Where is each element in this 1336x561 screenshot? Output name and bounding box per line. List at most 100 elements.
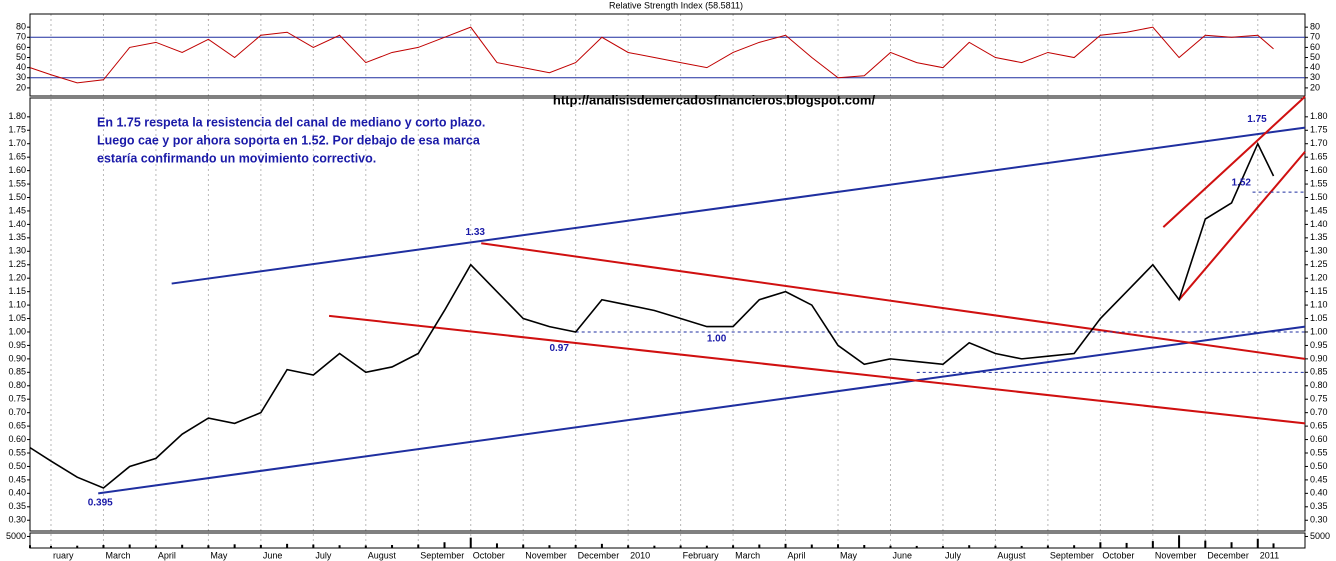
y-tick-label: 0.45 — [1310, 474, 1328, 484]
y-tick-label: 0.40 — [1310, 488, 1328, 498]
annotation: 1.75 — [1247, 114, 1267, 125]
trend-line — [1178, 151, 1306, 301]
y-tick-label: 40 — [1310, 62, 1320, 72]
x-tick-label: November — [1155, 550, 1197, 560]
volume-bar — [1073, 545, 1076, 548]
y-tick-label: 1.15 — [8, 286, 26, 296]
volume-bar — [679, 545, 682, 548]
y-tick-label: 1.20 — [1310, 273, 1328, 283]
x-tick-label: December — [1207, 550, 1249, 560]
y-tick-label: 20 — [16, 82, 26, 92]
y-tick-label: 0.70 — [8, 407, 26, 417]
y-tick-label: 1.15 — [1310, 286, 1328, 296]
annotation: 1.00 — [707, 333, 727, 344]
volume-bar — [154, 545, 157, 548]
x-tick-label: April — [158, 550, 176, 560]
y-tick-label: 0.40 — [8, 488, 26, 498]
volume-bar — [1272, 543, 1275, 548]
x-tick-label: August — [997, 550, 1026, 560]
y-tick-label: 1.75 — [8, 125, 26, 135]
volume-bar — [627, 545, 630, 548]
x-tick-label: August — [368, 550, 397, 560]
x-tick-label: June — [892, 550, 912, 560]
volume-bar — [863, 545, 866, 548]
y-tick-label: 1.60 — [1310, 165, 1328, 175]
trend-line — [328, 314, 1306, 425]
y-tick-label: 1.80 — [1310, 111, 1328, 121]
volume-bar — [1020, 545, 1023, 548]
volume-bar — [207, 545, 210, 548]
y-tick-label: 1.60 — [8, 165, 26, 175]
y-tick-label: 1.50 — [1310, 192, 1328, 202]
volume-bar — [941, 546, 944, 548]
y-tick-label: 30 — [1310, 72, 1320, 82]
series-line — [29, 141, 1275, 489]
x-tick-label: June — [263, 550, 283, 560]
volume-bar — [600, 543, 603, 548]
y-tick-label: 0.85 — [8, 367, 26, 377]
y-tick-label: 70 — [1310, 32, 1320, 42]
x-tick-label: November — [525, 550, 567, 560]
y-tick-label: 0.55 — [8, 447, 26, 457]
y-tick-label: 0.50 — [8, 461, 26, 471]
trend-line — [481, 242, 1306, 360]
rsi-title: Relative Strength Index (58.5811) — [609, 0, 743, 10]
volume-bar — [233, 544, 236, 548]
y-tick-label: 1.45 — [8, 205, 26, 215]
x-tick-label: March — [735, 550, 760, 560]
y-tick-label: 1.50 — [8, 192, 26, 202]
y-tick-label: 20 — [1310, 82, 1320, 92]
y-tick-label: 1.05 — [1310, 313, 1328, 323]
volume-bar — [76, 545, 79, 548]
volume-bar — [49, 545, 52, 548]
y-tick-label: 50 — [16, 52, 26, 62]
y-tick-label: 0.65 — [8, 420, 26, 430]
x-tick-label: October — [473, 550, 505, 560]
note-line: estaría confirmando un movimiento correc… — [97, 151, 376, 165]
x-tick-label: July — [315, 550, 332, 560]
y-tick-label: 0.35 — [1310, 501, 1328, 511]
volume-bar — [574, 545, 577, 548]
volume-bar — [758, 544, 761, 548]
y-tick-label: 30 — [16, 72, 26, 82]
y-tick-label: 1.20 — [8, 273, 26, 283]
y-tick-label: 0.95 — [8, 340, 26, 350]
y-tick-label: 60 — [16, 42, 26, 52]
y-tick-label: 5000 — [6, 531, 26, 541]
y-tick-label: 0.30 — [8, 515, 26, 525]
volume-bar — [653, 545, 656, 548]
y-tick-label: 1.10 — [1310, 299, 1328, 309]
x-tick-label: December — [578, 550, 620, 560]
y-tick-label: 1.30 — [1310, 246, 1328, 256]
volume-bar — [1204, 540, 1207, 548]
y-tick-label: 0.75 — [8, 394, 26, 404]
y-tick-label: 60 — [1310, 42, 1320, 52]
annotation: 1.52 — [1232, 177, 1252, 188]
y-tick-label: 0.55 — [1310, 447, 1328, 457]
url: http://analisisdemercadosfinancieros.blo… — [553, 92, 876, 107]
x-tick-label: October — [1102, 550, 1134, 560]
panel — [29, 13, 1306, 97]
volume-bar — [391, 545, 394, 548]
volume-bar — [837, 544, 840, 548]
y-tick-label: 1.35 — [8, 232, 26, 242]
trend-line — [1162, 95, 1306, 228]
y-tick-label: 1.65 — [1310, 152, 1328, 162]
volume-bar — [810, 544, 813, 548]
y-tick-label: 1.40 — [1310, 219, 1328, 229]
y-tick-label: 0.85 — [1310, 367, 1328, 377]
x-tick-label: May — [840, 550, 858, 560]
volume-bar — [1046, 545, 1049, 548]
volume-bar — [128, 544, 131, 548]
y-tick-label: 1.00 — [8, 326, 26, 336]
annotation: 0.395 — [88, 497, 113, 508]
y-tick-label: 0.80 — [8, 380, 26, 390]
x-tick-label: April — [788, 550, 806, 560]
trend-line — [171, 126, 1306, 285]
volume-bar — [915, 545, 918, 548]
y-tick-label: 1.05 — [8, 313, 26, 323]
volume-bar — [338, 545, 341, 548]
volume-bar — [548, 545, 551, 548]
volume-bar — [732, 545, 735, 548]
